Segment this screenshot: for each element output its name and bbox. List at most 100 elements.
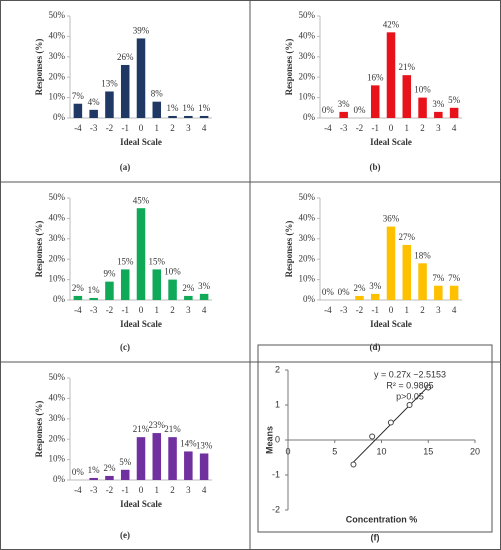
point <box>406 402 413 408</box>
value-label: 3% <box>338 99 351 109</box>
x-tick-label: 3 <box>186 485 191 495</box>
y-tick-label: 10% <box>299 274 316 284</box>
value-label: 0% <box>322 287 335 297</box>
x-tick-label: -3 <box>340 305 348 315</box>
point <box>369 433 376 440</box>
value-label: 2% <box>72 283 85 293</box>
bar <box>184 295 193 300</box>
y-tick-label: 20% <box>299 71 316 81</box>
value-label: 36% <box>383 214 400 224</box>
x-tick-label: 2 <box>170 123 175 133</box>
x-tick-label: 5 <box>332 446 337 456</box>
y-tick-label: 10% <box>49 92 66 102</box>
x-tick-label: -1 <box>121 485 129 495</box>
x-tick-label: -4 <box>74 305 82 315</box>
value-label: 2% <box>182 283 195 293</box>
value-label: 10% <box>414 85 431 95</box>
x-tick-label: -1 <box>121 123 129 133</box>
bar <box>89 109 98 118</box>
y-tick-label: 40% <box>49 212 66 222</box>
value-label: 8% <box>151 89 164 99</box>
bar <box>434 285 443 300</box>
annotation: y = 0.27x −2.5153 <box>374 369 446 379</box>
value-label: 3% <box>369 281 382 291</box>
x-tick-label: -3 <box>90 485 98 495</box>
y-tick-label: 10% <box>49 454 66 464</box>
x-tick-label: 0 <box>389 123 394 133</box>
value-label: 2% <box>103 463 116 473</box>
x-tick-label: 1 <box>405 123 410 133</box>
bar <box>73 295 83 300</box>
bar <box>168 279 177 300</box>
value-label: 15% <box>149 256 166 266</box>
y-tick-label: -1 <box>272 469 280 479</box>
x-tick-label: 3 <box>436 305 441 315</box>
y-axis-label: Means <box>264 426 274 454</box>
bar <box>73 103 83 118</box>
value-label: 13% <box>101 79 118 89</box>
x-tick-label: 10 <box>376 446 386 456</box>
x-tick-label: 1 <box>405 305 410 315</box>
y-tick-label: 50% <box>49 372 66 382</box>
y-tick-label: 50% <box>299 10 316 20</box>
y-tick-label: 0% <box>53 474 66 484</box>
x-tick-label: -1 <box>371 123 379 133</box>
y-tick-label: 0% <box>303 112 316 122</box>
value-label: 27% <box>399 232 416 242</box>
y-tick-label: 30% <box>299 51 316 61</box>
value-label: 3% <box>432 99 445 109</box>
y-tick-label: 30% <box>299 233 316 243</box>
bar <box>370 293 380 300</box>
x-tick-label: 2 <box>170 485 175 495</box>
bar <box>386 32 396 118</box>
y-tick-label: 0% <box>53 112 66 122</box>
x-tick-label: -2 <box>106 123 114 133</box>
value-label: 14% <box>180 439 197 449</box>
x-tick-label: -2 <box>356 123 364 133</box>
value-label: 26% <box>117 52 134 62</box>
x-tick-label: -4 <box>74 485 82 495</box>
y-tick-label: 0% <box>303 294 316 304</box>
bar <box>370 85 380 118</box>
bar <box>120 469 130 480</box>
y-tick-label: 10% <box>299 92 316 102</box>
x-tick-label: 4 <box>202 305 207 315</box>
plot-frame <box>257 344 493 533</box>
panel: 0%10%20%30%40%50%0%-40%-32%-23%-136%027%… <box>284 192 462 352</box>
bar <box>199 453 209 480</box>
y-tick-label: 30% <box>49 51 66 61</box>
panel-label: (a) <box>120 162 131 172</box>
y-tick-label: 0% <box>53 294 66 304</box>
x-tick-label: 2 <box>170 305 175 315</box>
value-label: 7% <box>448 273 461 283</box>
bar <box>418 263 427 300</box>
x-tick-label: 4 <box>452 123 457 133</box>
bar <box>136 208 146 300</box>
value-label: 7% <box>72 91 85 101</box>
bar <box>449 107 459 118</box>
y-tick-label: 20% <box>49 433 66 443</box>
x-tick-label: 4 <box>452 305 457 315</box>
value-label: 15% <box>117 256 134 266</box>
value-label: 18% <box>414 250 431 260</box>
x-axis-label: Ideal Scale <box>120 499 162 509</box>
y-tick-label: 40% <box>49 392 66 402</box>
bar <box>136 38 146 118</box>
x-tick-label: 1 <box>155 123 160 133</box>
x-tick-label: 3 <box>436 123 441 133</box>
bar <box>168 115 177 118</box>
x-tick-label: -4 <box>324 305 332 315</box>
bar <box>184 115 193 118</box>
bar <box>402 244 412 300</box>
value-label: 5% <box>119 457 132 467</box>
x-tick-label: -3 <box>90 305 98 315</box>
point <box>387 419 394 426</box>
y-axis-label: Responses (%) <box>34 39 44 96</box>
x-axis-label: Ideal Scale <box>120 137 162 147</box>
x-tick-label: -2 <box>106 305 114 315</box>
panel: 0% 10% 20% 30% 40% 50% 0% -4 1% -3 2% -2 5% -1 21% 0 23%… <box>34 372 213 540</box>
x-tick-label: -1 <box>121 305 129 315</box>
y-tick-label: 20% <box>299 253 316 263</box>
